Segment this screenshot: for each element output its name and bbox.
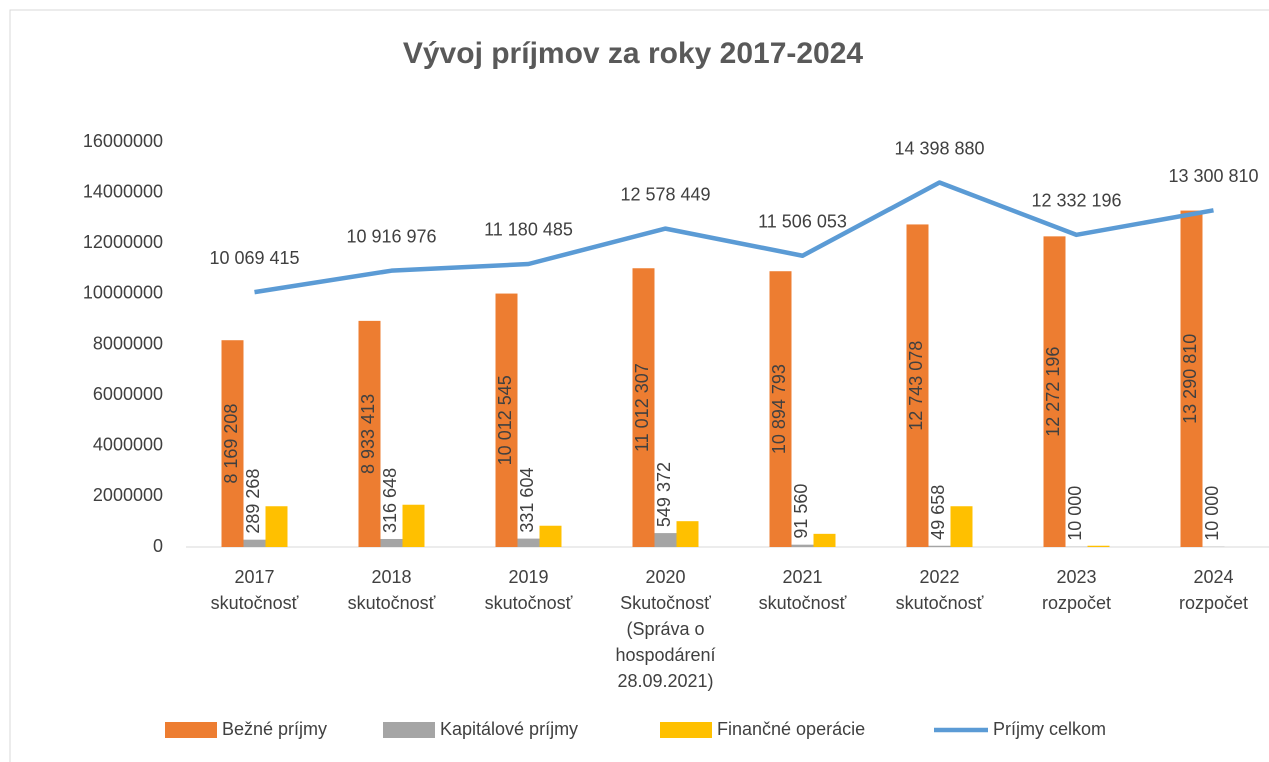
data-label: 12 578 449 xyxy=(620,184,710,204)
data-label: 12 332 196 xyxy=(1031,191,1121,211)
legend-label: Príjmy celkom xyxy=(993,719,1106,739)
data-label: 10 000 xyxy=(1065,486,1085,541)
x-tick-label: rozpočet xyxy=(1042,593,1111,613)
data-label: 10 916 976 xyxy=(346,226,436,246)
line-series xyxy=(254,180,1214,295)
x-tick-label: 2023 xyxy=(1056,567,1096,587)
bar xyxy=(950,506,973,547)
data-label: 10 894 793 xyxy=(769,364,789,454)
bar xyxy=(632,268,655,547)
bar xyxy=(928,545,951,547)
bar xyxy=(495,293,518,547)
bar xyxy=(221,340,244,547)
y-tick-label: 16000000 xyxy=(83,131,163,151)
bar xyxy=(243,539,266,547)
legend-label: Finančné operácie xyxy=(717,719,865,739)
bar xyxy=(769,271,792,547)
y-tick-label: 6000000 xyxy=(93,384,163,404)
y-tick-label: 0 xyxy=(153,536,163,556)
data-label: 10 012 545 xyxy=(495,375,515,465)
data-label: 13 300 810 xyxy=(1168,166,1258,186)
data-label: 316 648 xyxy=(380,468,400,533)
data-label: 8 169 208 xyxy=(221,404,241,484)
data-label: 11 012 307 xyxy=(632,363,652,452)
data-label: 331 604 xyxy=(517,468,537,533)
bar xyxy=(1087,545,1110,547)
data-label: 12 743 078 xyxy=(906,341,926,431)
x-tick-label: rozpočet xyxy=(1179,593,1248,613)
legend-swatch xyxy=(165,722,217,738)
y-tick-label: 2000000 xyxy=(93,485,163,505)
legend-swatch xyxy=(383,722,435,738)
x-tick-label: Skutočnosť xyxy=(620,593,711,613)
bar xyxy=(517,538,540,547)
y-tick-label: 14000000 xyxy=(83,181,163,201)
data-label: 11 180 485 xyxy=(484,220,573,240)
x-tick-label: skutočnosť xyxy=(211,593,299,613)
chart-title: Vývoj príjmov za roky 2017-2024 xyxy=(403,37,864,70)
legend-label: Kapitálové príjmy xyxy=(440,719,578,739)
data-label: 13 290 810 xyxy=(1180,334,1200,424)
x-tick-label: skutočnosť xyxy=(759,593,847,613)
x-tick-label: 2020 xyxy=(645,567,685,587)
x-tick-label: skutočnosť xyxy=(896,593,984,613)
bar xyxy=(676,521,699,547)
x-tick-label: skutočnosť xyxy=(348,593,436,613)
data-label: 11 506 053 xyxy=(758,212,847,232)
data-label: 289 268 xyxy=(243,469,263,534)
x-tick-label: 2021 xyxy=(782,567,822,587)
bar xyxy=(358,320,381,547)
x-tick-label: hospodárení xyxy=(615,645,715,665)
bar xyxy=(654,533,677,547)
data-label: 10 000 xyxy=(1202,486,1222,541)
x-tick-label: 2019 xyxy=(508,567,548,587)
data-label: 49 658 xyxy=(928,485,948,540)
x-tick-label: 2022 xyxy=(919,567,959,587)
bar xyxy=(539,525,562,547)
x-tick-label: skutočnosť xyxy=(485,593,573,613)
legend-swatch xyxy=(660,722,712,738)
x-tick-label: 2018 xyxy=(371,567,411,587)
x-tick-label: 2017 xyxy=(234,567,274,587)
bar xyxy=(791,544,814,547)
x-tick-label: (Správa o xyxy=(626,619,704,639)
y-tick-label: 8000000 xyxy=(93,333,163,353)
bar xyxy=(1043,236,1066,547)
bar xyxy=(1180,210,1203,548)
bar xyxy=(813,533,836,547)
bar xyxy=(906,224,929,547)
data-label: 14 398 880 xyxy=(894,138,984,158)
data-label: 10 069 415 xyxy=(209,248,299,268)
data-label: 549 372 xyxy=(654,462,674,527)
y-tick-label: 10000000 xyxy=(83,283,163,303)
legend-label: Bežné príjmy xyxy=(222,719,327,739)
y-tick-label: 12000000 xyxy=(83,232,163,252)
x-tick-label: 28.09.2021) xyxy=(617,671,713,691)
bar xyxy=(380,538,403,547)
bar xyxy=(402,504,425,547)
data-label: 12 272 196 xyxy=(1043,347,1063,437)
y-tick-label: 4000000 xyxy=(93,435,163,455)
data-label: 8 933 413 xyxy=(358,394,378,474)
data-label: 91 560 xyxy=(791,484,811,539)
x-tick-label: 2024 xyxy=(1193,567,1233,587)
bar xyxy=(265,506,288,547)
